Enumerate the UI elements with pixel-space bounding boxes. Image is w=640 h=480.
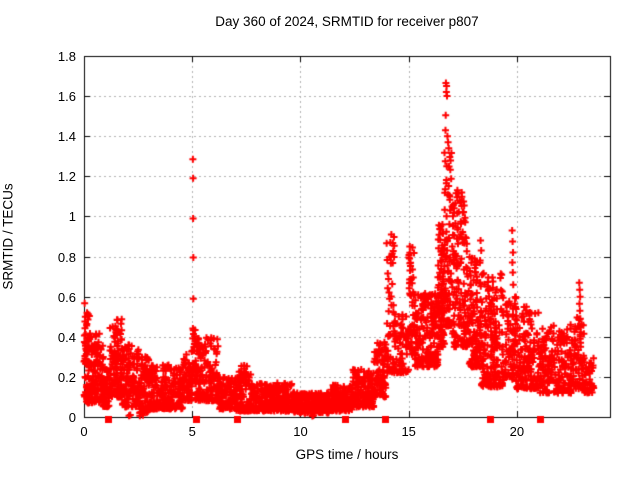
x-tick-label: 15 — [401, 424, 416, 439]
x-tick-label: 5 — [188, 424, 196, 439]
y-axis-label: SRMTID / TECUs — [0, 183, 16, 290]
y-tick-label: 1.8 — [57, 49, 76, 64]
x-tick-label: 20 — [509, 424, 525, 439]
x-axis-label: GPS time / hours — [295, 447, 399, 462]
y-tick-label: 0.2 — [57, 369, 76, 385]
y-tick-label: 1.2 — [57, 169, 76, 185]
x-tick-label: 10 — [293, 424, 308, 439]
y-tick-label: 1.4 — [57, 129, 76, 145]
y-tick-label: 0 — [68, 410, 76, 425]
y-tick-label: 1 — [68, 209, 76, 225]
chart-title: Day 360 of 2024, SRMTID for receiver p80… — [215, 14, 479, 29]
y-tick-label: 0.8 — [57, 249, 76, 265]
x-tick-label: 0 — [80, 424, 88, 439]
y-tick-label: 0.4 — [57, 329, 76, 345]
y-tick-label: 1.6 — [57, 89, 76, 105]
y-tick-label: 0.6 — [57, 289, 76, 305]
